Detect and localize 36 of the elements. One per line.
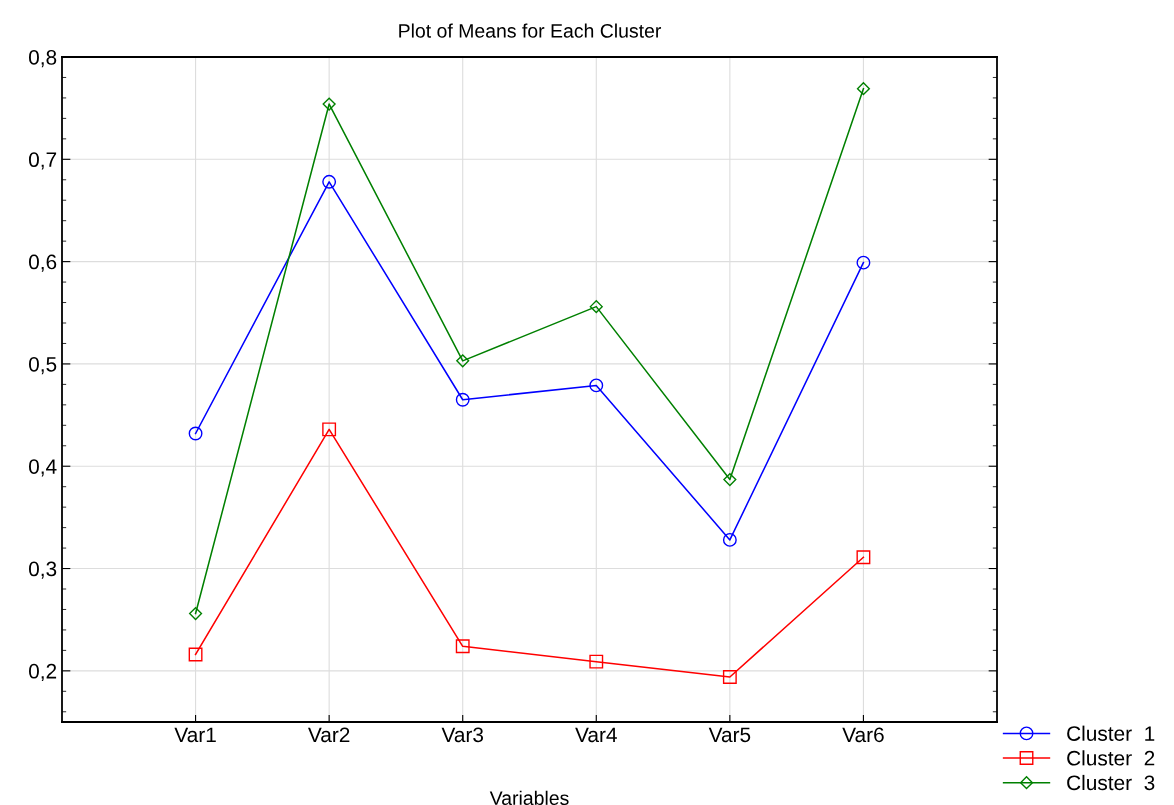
legend-label: Cluster 1 <box>1067 725 1155 741</box>
point <box>856 255 871 270</box>
x-tick-label: Var4 <box>575 727 617 743</box>
point <box>455 639 470 654</box>
point <box>723 472 737 487</box>
point <box>322 174 337 189</box>
legend-label: Cluster 2 <box>1067 750 1155 766</box>
legend-label: Cluster 3 <box>1067 774 1155 791</box>
chart-title: Plot of Means for Each Cluster <box>399 23 662 38</box>
point <box>722 670 737 684</box>
y-tick-label: 0,8 <box>28 50 57 68</box>
x-tick-label: Var1 <box>174 727 216 743</box>
point <box>456 354 470 368</box>
point <box>188 426 203 441</box>
y-tick-label: 0,3 <box>28 561 57 579</box>
y-tick-label: 0,2 <box>28 663 57 682</box>
point <box>322 97 336 111</box>
y-tick-label: 0,4 <box>28 459 57 477</box>
point <box>589 654 604 669</box>
x-axis-title: Variables <box>489 790 569 805</box>
point <box>589 300 603 314</box>
point <box>188 647 203 662</box>
y-tick-label: 0,5 <box>28 356 57 375</box>
point <box>188 606 203 621</box>
y-tick-label: 0,6 <box>28 254 57 272</box>
point <box>589 378 604 393</box>
x-tick-label: Var3 <box>441 727 484 743</box>
x-tick-label: Var5 <box>708 727 751 743</box>
point <box>322 422 337 437</box>
x-tick-label: Var6 <box>842 727 884 743</box>
point <box>722 532 737 547</box>
point <box>856 82 871 96</box>
x-tick-label: Var2 <box>308 727 350 743</box>
y-tick-label: 0,7 <box>28 152 57 170</box>
point <box>455 392 470 407</box>
point <box>856 550 871 565</box>
